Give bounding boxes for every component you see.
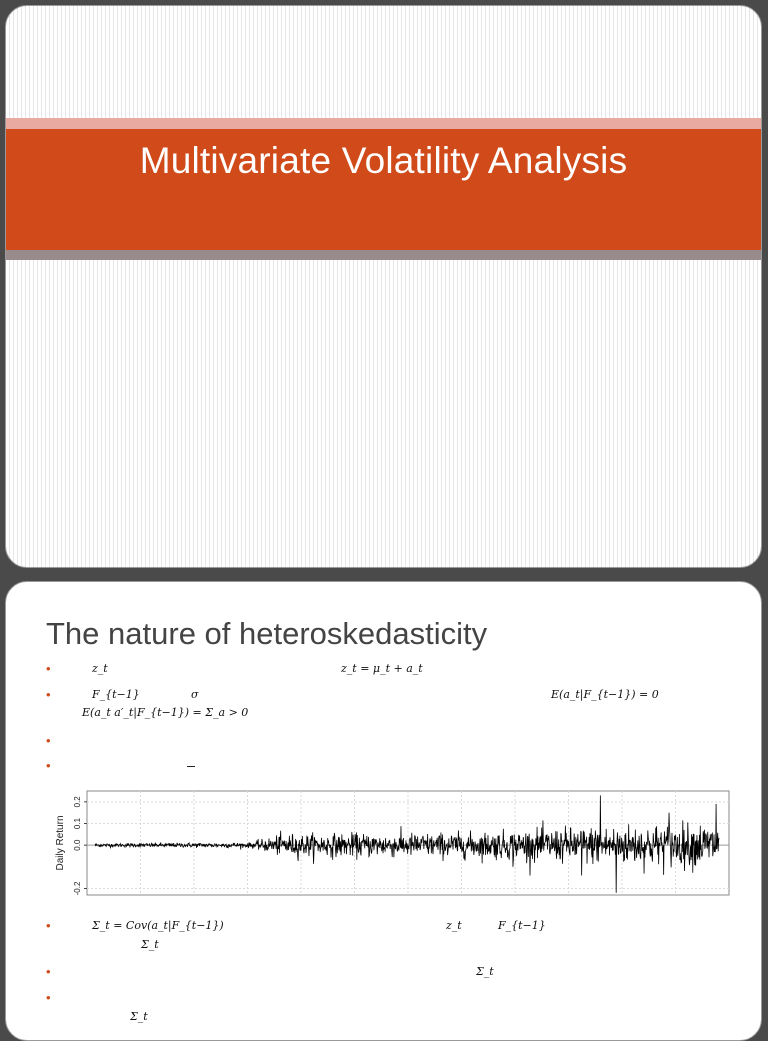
- bullet-marker: •: [46, 990, 51, 1005]
- bullet-marker: •: [46, 964, 51, 979]
- series-line-daily-return: [94, 795, 720, 893]
- bullet-marker: •: [46, 687, 51, 702]
- y-tick-label: 0.2: [73, 796, 82, 808]
- math-sigma-t: Σ_t: [476, 965, 494, 978]
- slide-heading: The nature of heteroskedasticity: [46, 616, 488, 651]
- bullet-marker: •: [46, 661, 51, 676]
- math-z-t: z_t: [446, 919, 462, 932]
- y-tick-label: 0.0: [73, 839, 82, 851]
- bullet-marker: •: [46, 758, 51, 773]
- y-axis-label: Daily Return: [55, 815, 66, 870]
- title-band-bottom-stripe: [6, 250, 761, 260]
- math-sigma-cov: Σ_t = Cov(a_t|F_{t−1}): [92, 919, 224, 932]
- title-band: [6, 129, 761, 250]
- math-f-t-1: F_{t−1}: [92, 688, 140, 701]
- title-slide: Multivariate Volatility Analysis: [5, 5, 762, 568]
- content-slide: The nature of heteroskedasticity • z_t z…: [5, 581, 762, 1041]
- math-z-t: z_t: [92, 662, 108, 675]
- math-sigma-t: Σ_t: [130, 1010, 148, 1023]
- y-tick-label: -0.2: [73, 881, 82, 895]
- title-band-top-stripe: [6, 118, 761, 129]
- math-conditional-mean: E(a_t|F_{t−1}) = 0: [551, 688, 659, 701]
- dash-mark: [187, 766, 195, 767]
- bullet-marker: •: [46, 918, 51, 933]
- math-z-equation: z_t = μ_t + a_t: [341, 662, 423, 675]
- math-sigma-t: Σ_t: [141, 938, 159, 951]
- math-sigma: σ: [191, 688, 199, 701]
- y-tick-label: 0.1: [73, 817, 82, 829]
- math-conditional-covariance: E(a_t a′_t|F_{t−1}) = Σ_a > 0: [82, 706, 249, 719]
- slide-title: Multivariate Volatility Analysis: [139, 140, 628, 181]
- daily-return-chart: -0.2 0.0 0.1 0.2 Daily Return: [55, 790, 730, 896]
- math-f-t-1: F_{t−1}: [498, 919, 546, 932]
- bullet-marker: •: [46, 733, 51, 748]
